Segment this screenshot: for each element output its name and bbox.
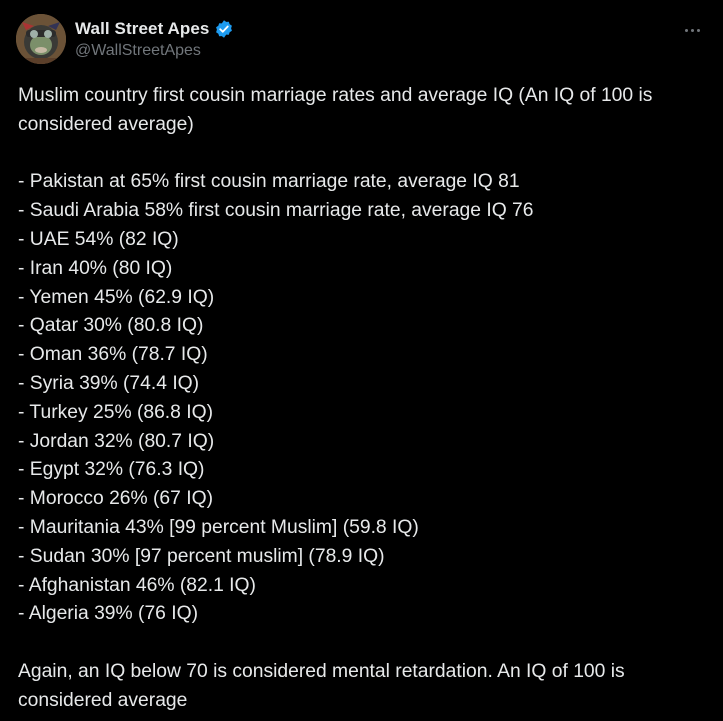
author-handle[interactable]: @WallStreetApes [75,42,201,59]
dot [684,28,688,32]
tweet-header: Wall Street Apes @WallStreetApes [16,14,707,66]
list-item: - UAE 54% (82 IQ) [18,228,179,250]
tweet-text: Muslim country first cousin marriage rat… [18,82,708,716]
list-item: - Algeria 39% (76 IQ) [18,603,199,625]
blank-line [18,629,708,658]
list-item: - Sudan 30% [97 percent muslim] (78.9 IQ… [18,545,385,567]
dot [690,28,694,32]
tweet-closing: Again, an IQ below 70 is considered ment… [18,660,625,711]
author-names: Wall Street Apes @WallStreetApes [75,18,234,61]
list-item: - Syria 39% (74.4 IQ) [18,372,200,394]
list-item: - Afghanistan 46% (82.1 IQ) [18,574,256,596]
verified-badge-icon[interactable] [214,19,234,39]
list-item: - Iran 40% (80 IQ) [18,257,173,279]
list-item: - Oman 36% (78.7 IQ) [18,344,208,366]
blank-line [18,140,708,169]
list-item: - Jordan 32% (80.7 IQ) [18,430,215,452]
list-item: - Saudi Arabia 58% first cousin marriage… [18,200,534,222]
list-item: - Egypt 32% (76.3 IQ) [18,459,205,481]
list-item: - Pakistan at 65% first cousin marriage … [18,171,520,193]
list-item: - Yemen 45% (62.9 IQ) [18,286,215,308]
list-item: - Morocco 26% (67 IQ) [18,488,214,510]
more-horizontal-icon[interactable] [679,20,705,40]
list-item: - Turkey 25% (86.8 IQ) [18,401,214,423]
list-item: - Mauritania 43% [99 percent Muslim] (59… [18,516,419,538]
display-name[interactable]: Wall Street Apes [75,19,210,38]
display-name-row: Wall Street Apes [75,18,234,40]
list-item: - Qatar 30% (80.8 IQ) [18,315,204,337]
ape-avatar-icon[interactable] [16,14,66,64]
tweet-intro: Muslim country first cousin marriage rat… [18,85,653,135]
dot [696,28,700,32]
